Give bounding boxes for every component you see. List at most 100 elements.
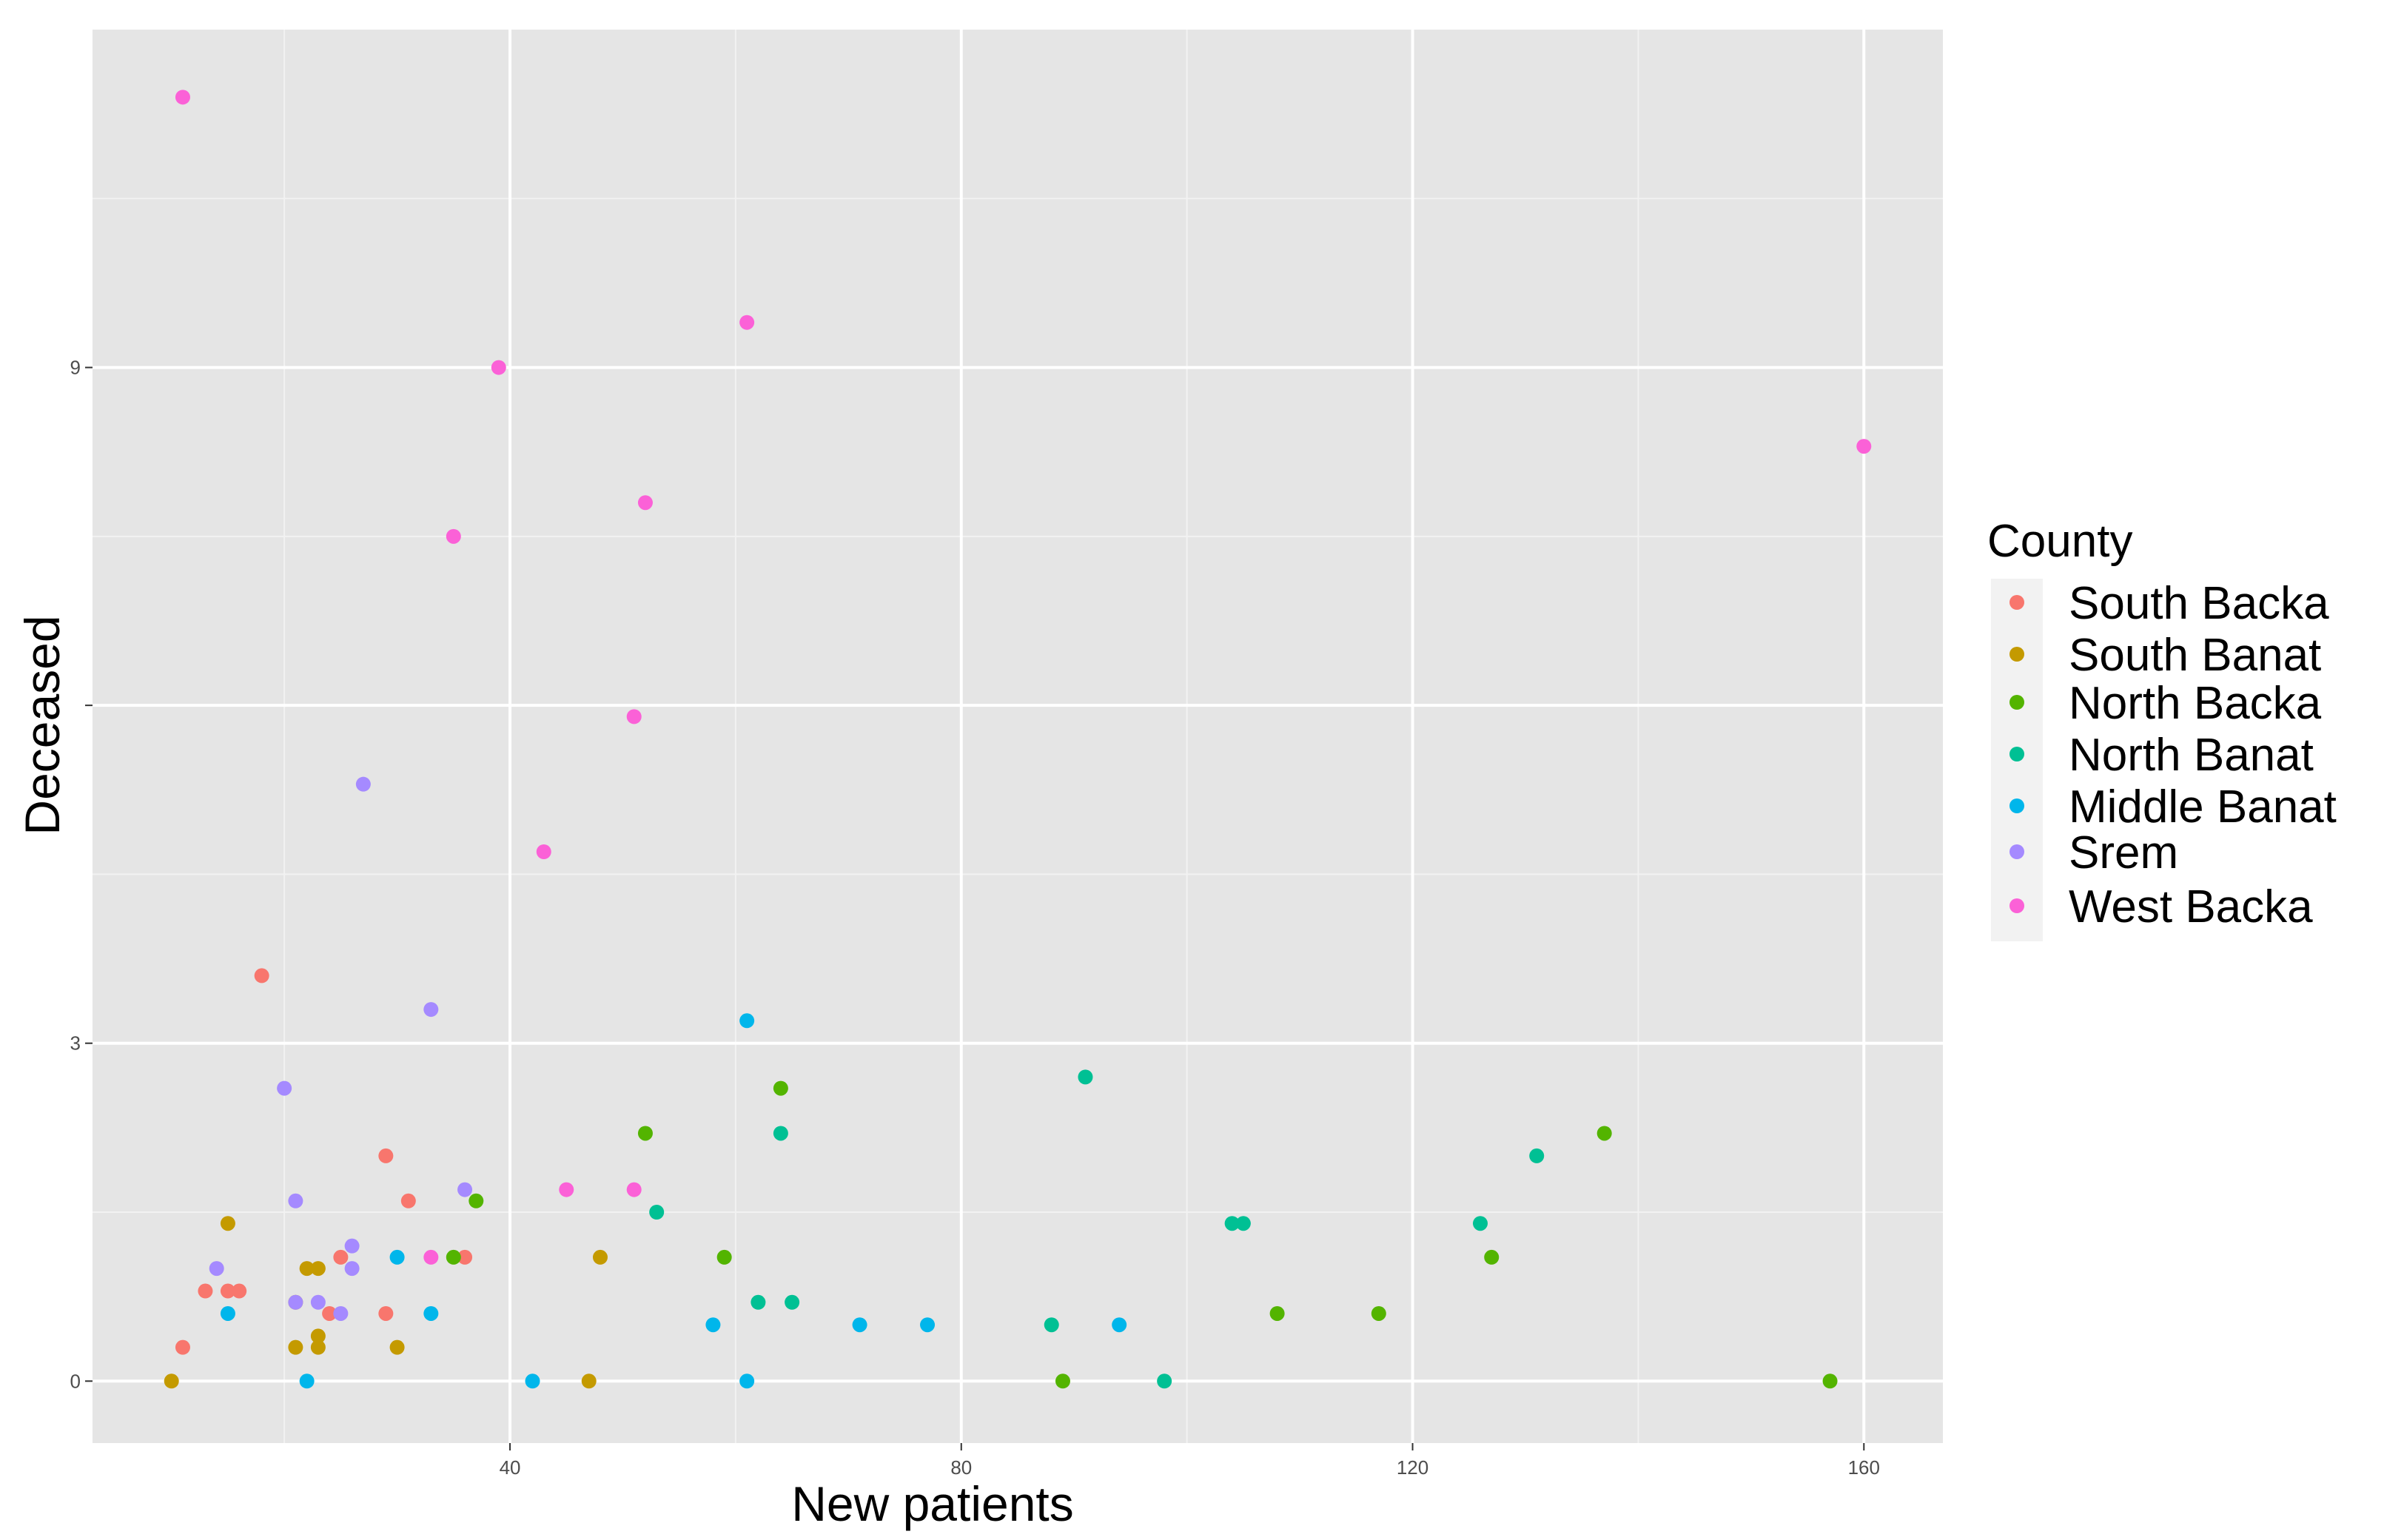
legend-label: South Banat [2069, 630, 2321, 681]
minor-gridlines [93, 30, 1943, 1443]
data-point [457, 1249, 473, 1265]
data-point [310, 1328, 326, 1344]
data-point [1157, 1373, 1172, 1389]
data-point [378, 1305, 394, 1321]
data-point [310, 1339, 326, 1355]
data-point [322, 1305, 338, 1321]
data-point [175, 90, 190, 105]
data-point [220, 1216, 235, 1231]
data-point [288, 1193, 303, 1208]
y-tick-label: 0 [70, 1370, 81, 1392]
data-point [852, 1317, 867, 1333]
data-point [1371, 1305, 1386, 1321]
legend-label: West Backa [2069, 881, 2313, 932]
legend-label: Srem [2069, 827, 2178, 878]
legend-key [2009, 844, 2024, 859]
data-point [1529, 1148, 1545, 1163]
x-tick-label: 160 [1848, 1456, 1880, 1479]
data-point [637, 495, 653, 511]
data-point [491, 360, 506, 375]
data-point [232, 1283, 247, 1299]
legend-key [2009, 647, 2024, 662]
data-point [423, 1002, 439, 1018]
data-point [1822, 1373, 1838, 1389]
data-point [581, 1373, 597, 1389]
data-point [333, 1305, 349, 1321]
data-point [1235, 1216, 1251, 1231]
data-point [344, 1238, 360, 1254]
data-point [739, 1373, 755, 1389]
data-point [469, 1193, 484, 1208]
legend-title: County [1987, 516, 2132, 567]
data-points [164, 90, 1872, 1389]
data-point [310, 1261, 326, 1277]
data-point [1484, 1249, 1500, 1265]
data-point [1269, 1305, 1285, 1321]
data-point [457, 1182, 473, 1197]
data-point [344, 1261, 360, 1277]
y-axis-ticks: 0 3 9 [70, 357, 93, 1392]
data-point [288, 1294, 303, 1310]
x-axis-ticks: 40 80 120 160 [500, 1443, 1880, 1479]
data-point [1224, 1216, 1240, 1231]
data-point [1044, 1317, 1059, 1333]
legend-key [2009, 695, 2024, 710]
data-point [277, 1080, 292, 1096]
data-point [1856, 439, 1872, 454]
y-axis-title: Deceased [15, 615, 70, 835]
major-gridlines [93, 30, 1943, 1443]
data-point [785, 1294, 800, 1310]
data-point [773, 1080, 788, 1096]
data-point [920, 1317, 936, 1333]
data-point [299, 1373, 315, 1389]
x-axis-title: New patients [791, 1476, 1074, 1531]
data-point [637, 1126, 653, 1141]
data-point [649, 1205, 665, 1220]
data-point [536, 844, 551, 859]
data-point [773, 1126, 788, 1141]
data-point [716, 1249, 732, 1265]
data-point [626, 709, 642, 724]
data-point [626, 1182, 642, 1197]
data-point [592, 1249, 608, 1265]
legend-key [2009, 898, 2024, 913]
x-tick-label: 120 [1397, 1456, 1428, 1479]
x-tick-label: 80 [950, 1456, 972, 1479]
data-point [739, 1013, 755, 1029]
data-point [1596, 1126, 1612, 1141]
data-point [1078, 1069, 1093, 1085]
legend-label: North Banat [2069, 730, 2314, 781]
data-point [423, 1305, 439, 1321]
legend-label: North Backa [2069, 678, 2322, 729]
legend-key [2009, 595, 2024, 610]
legend-label: South Backa [2069, 578, 2329, 629]
data-point [333, 1249, 349, 1265]
y-tick-label: 3 [70, 1032, 81, 1055]
data-point [175, 1339, 190, 1355]
data-point [378, 1148, 394, 1163]
data-point [400, 1193, 416, 1208]
y-tick-label: 9 [70, 357, 81, 379]
x-tick-label: 40 [500, 1456, 521, 1479]
data-point [705, 1317, 721, 1333]
data-point [299, 1261, 315, 1277]
legend-key [2009, 798, 2024, 813]
legend-label: Middle Banat [2069, 781, 2337, 833]
data-point [1055, 1373, 1070, 1389]
data-point [739, 315, 755, 330]
data-point [288, 1339, 303, 1355]
data-point [209, 1261, 224, 1277]
data-point [220, 1305, 235, 1321]
data-point [423, 1249, 439, 1265]
data-point [1473, 1216, 1488, 1231]
data-point [446, 528, 461, 544]
data-point [198, 1283, 213, 1299]
data-point [310, 1294, 326, 1310]
data-point [559, 1182, 574, 1197]
data-point [751, 1294, 766, 1310]
data-point [1112, 1317, 1127, 1333]
data-point [389, 1339, 405, 1355]
